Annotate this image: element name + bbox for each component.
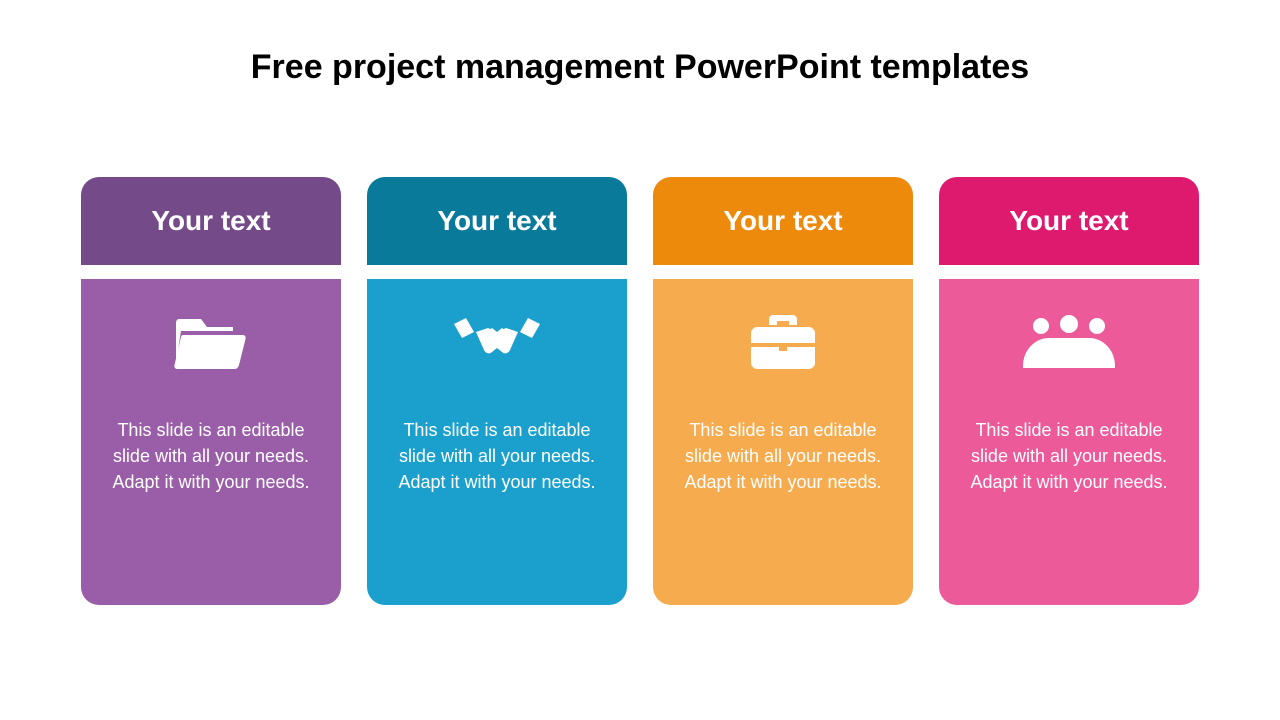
card-1-header: Your text <box>81 177 341 265</box>
card-2-header-label: Your text <box>437 205 556 237</box>
slide-title: Free project management PowerPoint templ… <box>0 48 1280 87</box>
handshake-icon <box>452 307 542 377</box>
card-4: Your text This slide is an editable slid… <box>939 177 1199 605</box>
card-2-body: This slide is an editable slide with all… <box>367 279 627 605</box>
card-4-header: Your text <box>939 177 1199 265</box>
card-2-header: Your text <box>367 177 627 265</box>
briefcase-icon <box>749 307 817 377</box>
cards-row: Your text This slide is an editable slid… <box>0 177 1280 605</box>
slide-container: Free project management PowerPoint templ… <box>0 0 1280 720</box>
folder-icon <box>173 307 249 377</box>
card-4-header-label: Your text <box>1009 205 1128 237</box>
card-3: Your text This slide is an editable slid… <box>653 177 913 605</box>
card-1-header-label: Your text <box>151 205 270 237</box>
card-1: Your text This slide is an editable slid… <box>81 177 341 605</box>
team-icon <box>1021 307 1117 377</box>
card-3-header: Your text <box>653 177 913 265</box>
card-1-description: This slide is an editable slide with all… <box>111 417 311 495</box>
card-3-header-label: Your text <box>723 205 842 237</box>
card-2-description: This slide is an editable slide with all… <box>397 417 597 495</box>
card-4-body: This slide is an editable slide with all… <box>939 279 1199 605</box>
card-3-description: This slide is an editable slide with all… <box>683 417 883 495</box>
card-4-description: This slide is an editable slide with all… <box>969 417 1169 495</box>
card-3-body: This slide is an editable slide with all… <box>653 279 913 605</box>
card-1-body: This slide is an editable slide with all… <box>81 279 341 605</box>
card-2: Your text This slide is an editable slid… <box>367 177 627 605</box>
